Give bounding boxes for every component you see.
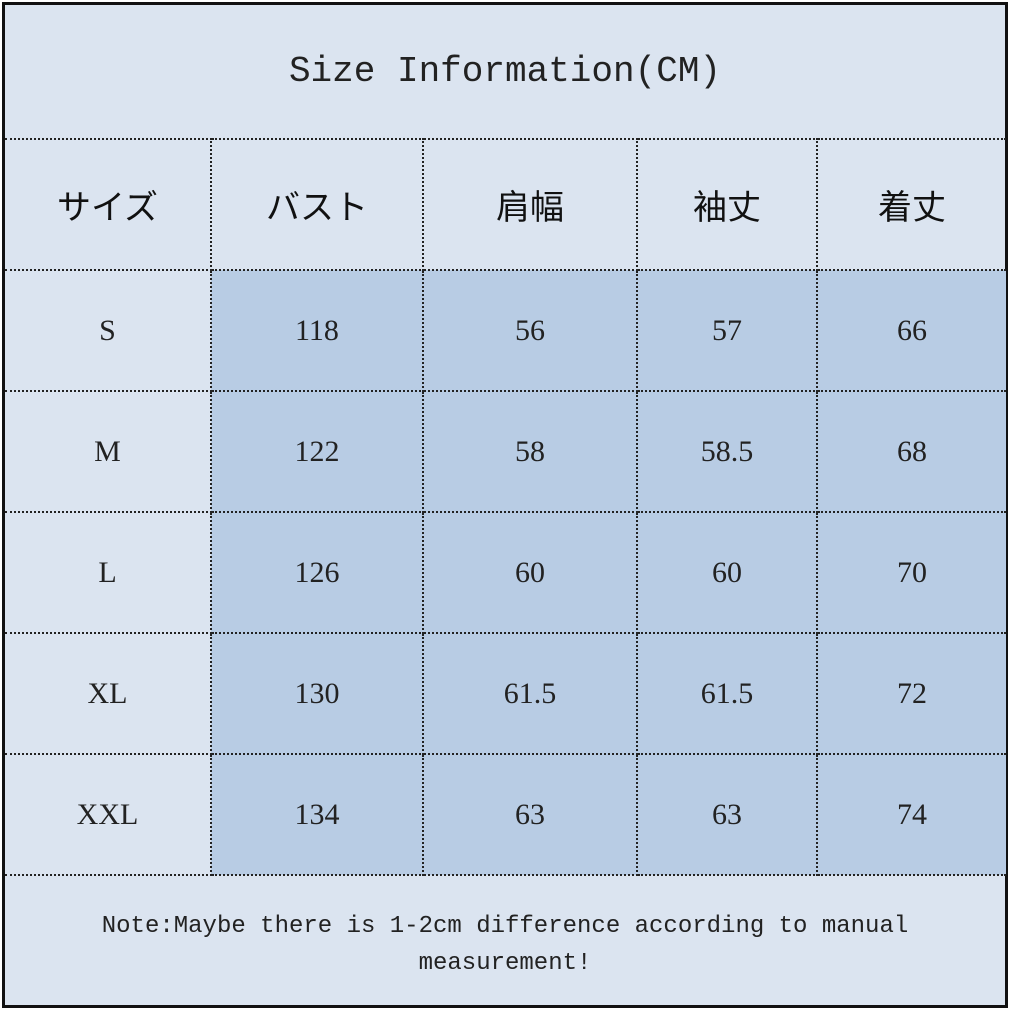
measurement-cell: 60 [636,511,818,634]
column-header: バスト [210,138,424,271]
size-label: L [5,511,212,634]
column-header: サイズ [5,138,212,271]
measurement-cell: 63 [422,753,638,876]
size-row: M 122 58 58.5 68 [5,390,1006,513]
size-label: M [5,390,212,513]
size-row: S 118 56 57 66 [5,269,1006,392]
measurement-cell: 56 [422,269,638,392]
size-label: S [5,269,212,392]
size-label: XL [5,632,212,755]
column-header: 袖丈 [636,138,818,271]
measurement-cell: 130 [210,632,424,755]
measurement-cell: 60 [422,511,638,634]
header-row: サイズ バスト 肩幅 袖丈 着丈 [5,138,1006,271]
measurement-cell: 58.5 [636,390,818,513]
size-row: XXL 134 63 63 74 [5,753,1006,876]
size-table: サイズ バスト 肩幅 袖丈 着丈 S 118 56 57 66 M 122 58 58.5 68 L 126 60… [5,138,1006,876]
size-row: L 126 60 60 70 [5,511,1006,634]
measurement-cell: 118 [210,269,424,392]
measurement-cell: 61.5 [422,632,638,755]
size-row: XL 130 61.5 61.5 72 [5,632,1006,755]
size-label: XXL [5,753,212,876]
measurement-cell: 58 [422,390,638,513]
measurement-cell: 70 [816,511,1006,634]
column-header: 着丈 [816,138,1006,271]
measurement-cell: 72 [816,632,1006,755]
column-header: 肩幅 [422,138,638,271]
measurement-cell: 126 [210,511,424,634]
measurement-cell: 61.5 [636,632,818,755]
note-text: Note:Maybe there is 1-2cm difference acc… [101,913,909,977]
measurement-cell: 57 [636,269,818,392]
measurement-cell: 68 [816,390,1006,513]
chart-title: Size Information(CM) [288,51,722,92]
measurement-cell: 74 [816,753,1006,876]
measurement-cell: 63 [636,753,818,876]
measurement-cell: 122 [210,390,424,513]
measurement-cell: 66 [816,269,1006,392]
measurement-cell: 134 [210,753,424,876]
